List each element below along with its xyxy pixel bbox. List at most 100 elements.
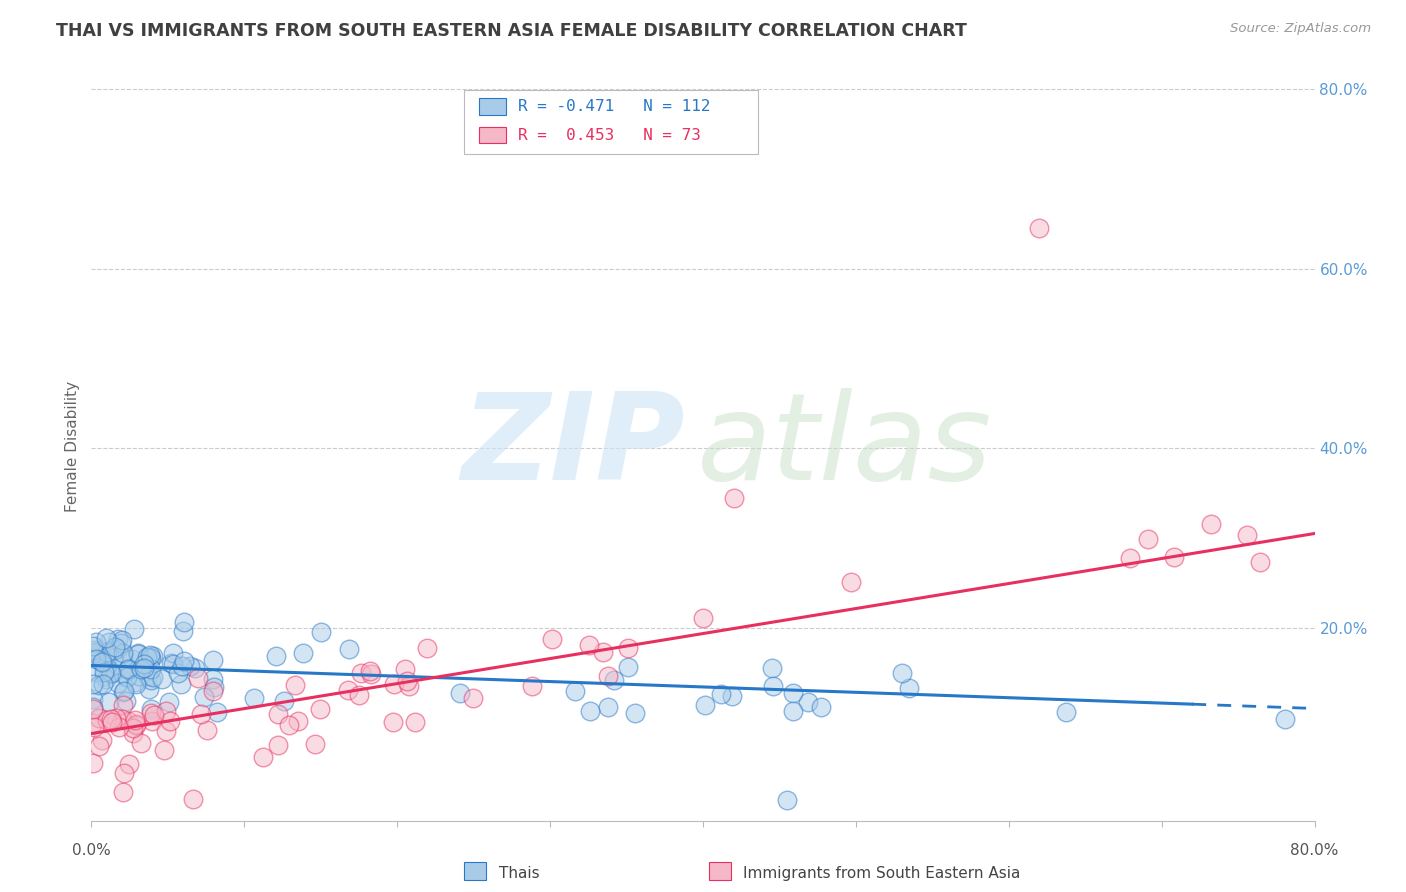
Point bbox=[1119, 551, 1142, 566]
Point bbox=[86, 652, 108, 666]
Point bbox=[138, 681, 160, 696]
Text: 0.0%: 0.0% bbox=[72, 843, 111, 858]
Point bbox=[112, 698, 135, 712]
Point bbox=[602, 673, 624, 687]
Point bbox=[124, 622, 146, 636]
Point bbox=[540, 632, 562, 647]
Point bbox=[762, 679, 785, 693]
Point bbox=[117, 662, 139, 676]
Point bbox=[82, 639, 104, 653]
Point bbox=[596, 669, 619, 683]
Point bbox=[121, 726, 143, 740]
Point bbox=[110, 635, 132, 649]
Point bbox=[139, 702, 162, 716]
Point bbox=[360, 667, 382, 681]
Bar bbox=[464, 863, 486, 880]
Point bbox=[139, 648, 162, 662]
Point bbox=[347, 688, 370, 702]
Point bbox=[82, 642, 104, 657]
Point bbox=[287, 714, 309, 728]
Point bbox=[1249, 555, 1271, 569]
Point bbox=[693, 698, 716, 712]
Point bbox=[1054, 705, 1077, 719]
Point bbox=[266, 706, 288, 721]
Point bbox=[252, 750, 274, 764]
Point bbox=[129, 662, 152, 676]
Point bbox=[617, 659, 640, 673]
Point bbox=[141, 714, 163, 729]
Point bbox=[1137, 532, 1160, 546]
Point bbox=[96, 714, 118, 728]
Point bbox=[810, 699, 832, 714]
Point bbox=[291, 646, 314, 660]
Point bbox=[723, 491, 745, 505]
Point bbox=[404, 715, 426, 730]
Point bbox=[82, 715, 104, 730]
Point bbox=[520, 680, 543, 694]
Point bbox=[578, 639, 600, 653]
Point bbox=[720, 690, 742, 704]
Point bbox=[98, 695, 121, 709]
Point bbox=[100, 665, 122, 680]
Point bbox=[155, 704, 177, 718]
Point bbox=[103, 665, 125, 680]
Point bbox=[167, 665, 190, 680]
Point bbox=[337, 642, 360, 657]
Point bbox=[617, 640, 640, 655]
Point bbox=[141, 662, 163, 676]
Point bbox=[124, 677, 146, 691]
Point bbox=[100, 712, 122, 726]
Point bbox=[1163, 550, 1185, 565]
Point bbox=[381, 714, 404, 729]
Point bbox=[142, 670, 165, 684]
Point bbox=[93, 665, 115, 680]
Point bbox=[624, 706, 647, 721]
Point bbox=[89, 711, 111, 725]
Point bbox=[596, 700, 619, 714]
Point bbox=[173, 655, 195, 669]
Point bbox=[797, 695, 820, 709]
Point bbox=[125, 718, 148, 732]
Point bbox=[82, 677, 104, 691]
Point bbox=[143, 707, 166, 722]
Point bbox=[82, 699, 104, 714]
Point bbox=[111, 632, 134, 647]
Point bbox=[278, 717, 301, 731]
Point bbox=[449, 686, 471, 700]
Point bbox=[710, 687, 733, 701]
Point bbox=[204, 680, 226, 694]
Point bbox=[1199, 516, 1222, 531]
Point bbox=[266, 649, 288, 664]
Point bbox=[193, 690, 215, 705]
Point bbox=[87, 739, 110, 754]
Point bbox=[103, 643, 125, 657]
Point bbox=[129, 735, 152, 749]
Point bbox=[184, 661, 207, 675]
Point bbox=[891, 666, 914, 681]
Point bbox=[111, 685, 134, 699]
Point bbox=[190, 706, 212, 721]
Point bbox=[579, 704, 602, 718]
Point bbox=[111, 667, 134, 681]
Point bbox=[128, 669, 150, 683]
Point bbox=[1236, 528, 1258, 542]
Point bbox=[337, 683, 360, 698]
Point bbox=[415, 641, 437, 656]
Point bbox=[84, 635, 107, 649]
Point bbox=[117, 714, 139, 728]
Point bbox=[309, 624, 332, 639]
Point bbox=[96, 631, 118, 645]
Point bbox=[112, 766, 135, 780]
Point bbox=[97, 649, 120, 664]
Point bbox=[776, 793, 799, 807]
Point bbox=[350, 666, 373, 681]
Point bbox=[89, 642, 111, 657]
Point bbox=[111, 713, 134, 727]
Point bbox=[112, 785, 135, 799]
Point bbox=[359, 664, 381, 678]
Point bbox=[839, 575, 862, 590]
Point bbox=[82, 756, 104, 770]
Point bbox=[93, 653, 115, 667]
Point bbox=[127, 647, 149, 661]
Point bbox=[139, 650, 162, 665]
